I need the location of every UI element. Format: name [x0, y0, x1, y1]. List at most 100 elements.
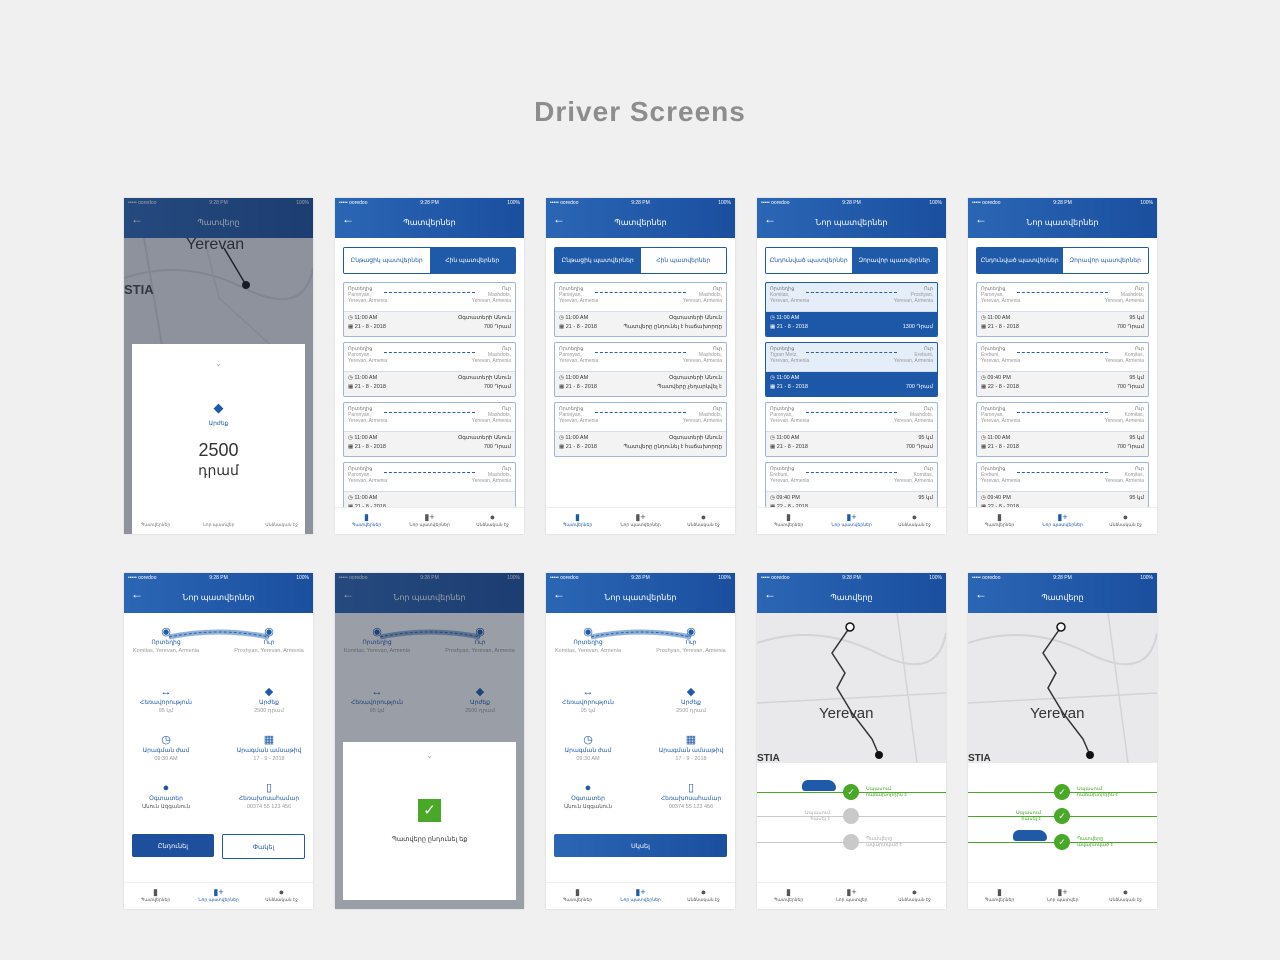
order-card[interactable]: Որտեղից Paronyan, Yerevan, Armenia Ուր Mash… [343, 342, 516, 397]
tab-orders[interactable]: ▮ Պատվերներ [757, 887, 820, 903]
map-city-label: Yerevan [819, 705, 874, 722]
status-bar: ••••• ooredoo 9:28 PM 100% [761, 575, 942, 581]
car-plus-icon: ▮+ [213, 887, 224, 897]
tab-new-orders[interactable]: ▮+ Նոր պատվերներ [609, 512, 672, 528]
chevron-down-icon[interactable]: ⌄ [425, 750, 434, 760]
order-card[interactable]: Որտեղից Paronyan, Yerevan, Armenia Ուր Mash… [343, 282, 516, 337]
tab-new-orders[interactable]: Նոր պատվեր [202, 522, 235, 527]
back-arrow-icon[interactable]: ← [975, 212, 987, 226]
back-arrow-icon[interactable]: ← [975, 587, 987, 601]
tab-profile[interactable]: ● Անձնական էջ [672, 512, 735, 528]
detail-from: ◉ Որտեղից Komitas, Yerevan, Armenia [126, 625, 206, 654]
tab-new-orders[interactable]: ▮+ Նոր պատվեր [1031, 887, 1094, 903]
tab-accepted-orders[interactable]: Ընդունված պատվերներ [766, 248, 852, 273]
tab-profile[interactable]: ● Անձնական էջ [1094, 512, 1157, 528]
order-card[interactable]: Որտեղից Paronyan, Yerevan, Armenia Ուր Komi… [976, 402, 1149, 457]
screen-order-start: ••••• ooredoo 9:28 PM 100% ← Նոր պատվերներ… [546, 573, 735, 909]
clock-icon: ◷ [161, 734, 171, 746]
tab-new-orders[interactable]: ▮+ Նոր պատվեր [820, 887, 883, 903]
car-icon [802, 780, 836, 791]
user-icon: ● [911, 512, 918, 522]
map-city-label: Yerevan [1030, 705, 1085, 722]
map[interactable]: Yerevan STIA [968, 612, 1157, 764]
header: ••••• ooredoo 9:28 PM 100% ← Նոր պատվերներ [546, 573, 735, 613]
header: ••••• ooredoo 9:28 PM 100% ← Պատվերը [124, 198, 313, 238]
route-line [806, 352, 897, 353]
tab-profile[interactable]: ● Անձնական էջ [883, 887, 946, 903]
status-bar: ••••• ooredoo 9:28 PM 100% [550, 575, 731, 581]
start-button[interactable]: Սկսել [554, 834, 727, 857]
route-graphic [590, 629, 692, 640]
map[interactable]: Yerevan STIA [757, 612, 946, 764]
tab-profile[interactable]: ● Անձնական էջ [883, 512, 946, 528]
tab-profile[interactable]: Անձնական էջ [265, 522, 298, 527]
tab-profile[interactable]: ● Անձնական էջ [672, 887, 735, 903]
order-card[interactable]: Որտեղից Paronyan, Yerevan, Armenia Ուր Mash… [976, 282, 1149, 337]
tab-orders[interactable]: ▮ Պատվերներ [757, 512, 820, 528]
back-arrow-icon[interactable]: ← [131, 212, 143, 226]
clock-icon: ◷ [981, 375, 986, 381]
back-arrow-icon[interactable]: ← [131, 587, 143, 601]
order-card[interactable]: Որտեղից Paronyan, Yerevan, Armenia Ուր Mash… [554, 282, 727, 337]
tab-new-orders[interactable]: ▮+ Նոր պատվերներ [1031, 512, 1094, 528]
route-graphic [168, 629, 270, 640]
status-bar: ••••• ooredoo 9:28 PM 100% [972, 200, 1153, 206]
tab-orders[interactable]: ▮ Պատվերներ [968, 512, 1031, 528]
tab-new-orders[interactable]: ▮+ Նոր պատվերներ [187, 887, 250, 903]
tab-orders[interactable]: ▮ Պատվերներ [546, 512, 609, 528]
detail-departure-time: ◷ Արագման ժամ 09:30 AM [126, 733, 206, 762]
tab-orders[interactable]: ▮ Պատվերներ [124, 887, 187, 903]
header-title: Նոր պատվերներ [815, 218, 888, 227]
tab-orders[interactable]: ▮ Պատվերներ [546, 887, 609, 903]
tab-old-orders[interactable]: Հին պատվերներ [640, 248, 726, 273]
step-3-circle-icon [843, 834, 859, 850]
tab-urgent-orders[interactable]: Զորավոր պատվերներ [851, 248, 937, 273]
route-line [384, 472, 475, 473]
back-arrow-icon[interactable]: ← [764, 587, 776, 601]
detail-from: ◉ Որտեղից Komitas, Yerevan, Armenia [548, 625, 628, 654]
tab-new-orders[interactable]: ▮+ Նոր պատվերներ [398, 512, 461, 528]
back-arrow-icon[interactable]: ← [342, 587, 354, 601]
header-title: Պատվերը [830, 593, 873, 602]
tab-accepted-orders[interactable]: Ընդունված պատվերներ [977, 248, 1063, 273]
tab-orders[interactable]: Պատվերներ [140, 522, 171, 527]
detail-user: ● Օգտատեր Անուն Ազգանուն [126, 781, 206, 810]
order-card[interactable]: Որտեղից Komitas, Yerevan, Armenia Ուր Prosh… [765, 282, 938, 337]
status-bar: ••••• ooredoo 9:28 PM 100% [339, 200, 520, 206]
tab-old-orders[interactable]: Հին պատվերներ [429, 248, 515, 273]
order-card[interactable]: Որտեղից Paronyan, Yerevan, Armenia Ուր Mash… [765, 402, 938, 457]
tab-current-orders[interactable]: Ընթացիկ պատվերներ [344, 248, 430, 273]
order-card[interactable]: Որտեղից Paronyan, Yerevan, Armenia Ուր Mash… [343, 402, 516, 457]
chevron-down-icon[interactable]: ⌄ [214, 358, 223, 368]
accept-button[interactable]: Ընդունել [132, 834, 214, 857]
header-title: Պատվերներ [403, 218, 456, 227]
header-title: Պատվերը [197, 218, 240, 227]
tab-current-orders[interactable]: Ընթացիկ պատվերներ [555, 248, 641, 273]
close-button[interactable]: Փակել [222, 834, 305, 859]
tab-new-orders[interactable]: ▮+ Նոր պատվերներ [820, 512, 883, 528]
header: ••••• ooredoo 9:28 PM 100% ← Նոր պատվերներ [124, 573, 313, 613]
tab-orders[interactable]: ▮ Պատվերներ [968, 887, 1031, 903]
tab-profile[interactable]: ● Անձնական էջ [461, 512, 524, 528]
map-district-label: STIA [124, 282, 154, 297]
order-card[interactable]: Որտեղից Erebuni, Yerevan, Armenia Ուր Komit… [976, 342, 1149, 397]
price-tag-icon: ◆ [475, 686, 485, 698]
back-arrow-icon[interactable]: ← [764, 212, 776, 226]
tab-urgent-orders[interactable]: Զորավոր պատվերներ [1062, 248, 1148, 273]
tab-orders[interactable]: ▮ Պատվերներ [335, 512, 398, 528]
detail-to: ◉ Ուր Proshyan, Yerevan, Armenia [651, 625, 731, 654]
back-arrow-icon[interactable]: ← [553, 212, 565, 226]
tab-profile[interactable]: ● Անձնական էջ [1094, 887, 1157, 903]
back-arrow-icon[interactable]: ← [553, 587, 565, 601]
tab-profile[interactable]: ● Անձնական էջ [250, 887, 313, 903]
header-title: Նոր պատվերներ [182, 593, 255, 602]
order-card[interactable]: Որտեղից Paronyan, Yerevan, Armenia Ուր Mash… [554, 402, 727, 457]
order-card[interactable]: Որտեղից Paronyan, Yerevan, Armenia Ուր Mash… [554, 342, 727, 397]
screen-new-orders-selected: ••••• ooredoo 9:28 PM 100% ← Նոր պատվերներ… [757, 198, 946, 534]
detail-price: ◆ Արժեք 2500 դրամ [229, 685, 309, 714]
back-arrow-icon[interactable]: ← [342, 212, 354, 226]
order-card[interactable]: Որտեղից Tigran Metz, Yerevan, Armenia Ուր E… [765, 342, 938, 397]
detail-departure-time: ◷ Արագման ժամ 09:30 AM [548, 733, 628, 762]
car-plus-icon: ▮+ [1057, 887, 1068, 897]
tab-new-orders[interactable]: ▮+ Նոր պատվերներ [609, 887, 672, 903]
